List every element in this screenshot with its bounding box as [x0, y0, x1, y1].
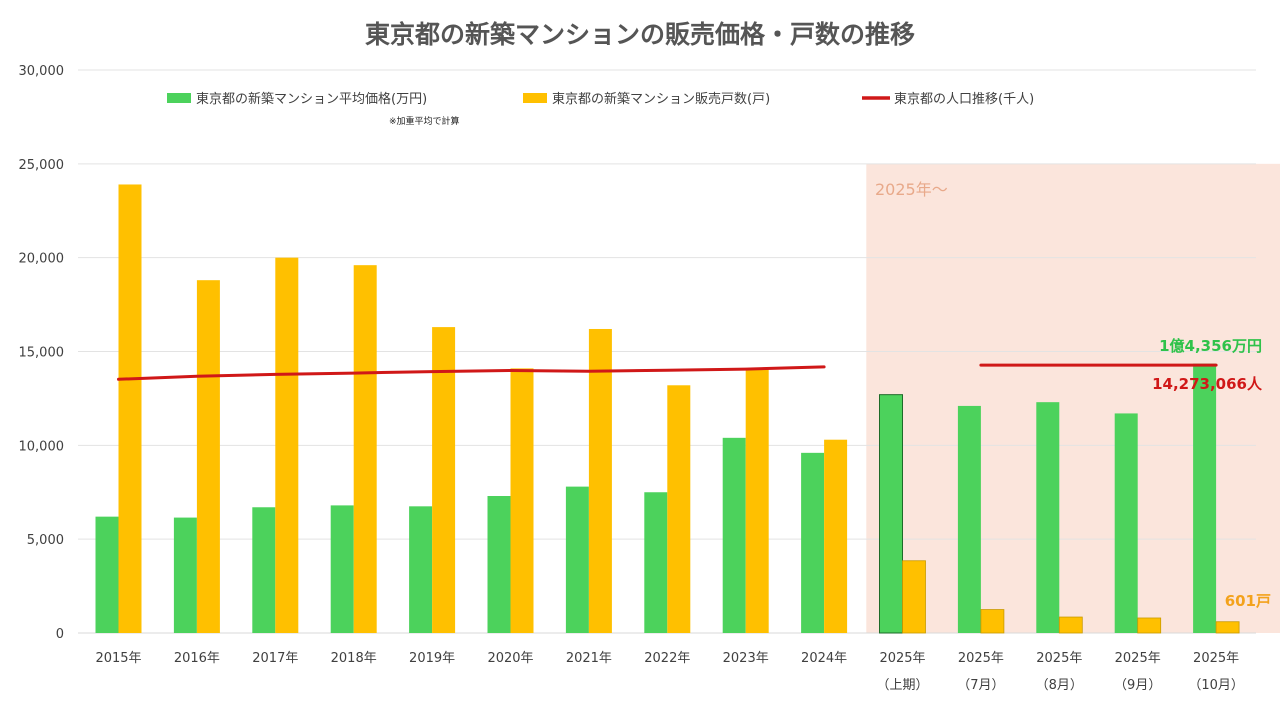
- bar-units: [588, 328, 612, 633]
- bar-price: [95, 516, 119, 633]
- x-tick-sublabel: （8月）: [1036, 678, 1083, 693]
- y-tick-label: 30,000: [19, 64, 65, 79]
- bar-price: [173, 517, 197, 633]
- y-tick-label: 25,000: [19, 158, 65, 173]
- x-tick-label: 2025年: [1036, 651, 1082, 666]
- bar-units: [1215, 621, 1240, 634]
- bar-price: [801, 452, 825, 633]
- y-tick-label: 20,000: [19, 252, 65, 267]
- x-tick-label: 2015年: [95, 651, 141, 666]
- bar-units: [196, 280, 220, 633]
- x-tick-label: 2025年: [879, 651, 925, 666]
- bar-price: [1114, 413, 1138, 633]
- bar-units: [1058, 616, 1083, 634]
- bar-units: [118, 184, 142, 633]
- x-tick-label: 2025年: [1115, 651, 1161, 666]
- legend-label-price: 東京都の新築マンション平均価格(万円): [196, 91, 427, 107]
- x-tick-label: 2023年: [723, 651, 769, 666]
- legend-swatch-units: [523, 93, 547, 103]
- legend-label-population: 東京都の人口推移(千人): [894, 91, 1034, 107]
- bar-price: [565, 486, 589, 633]
- x-tick-sublabel: （7月）: [957, 678, 1004, 693]
- bar-price: [1036, 402, 1060, 633]
- x-tick-sublabel: （10月）: [1188, 678, 1244, 693]
- y-tick-label: 5,000: [27, 533, 64, 548]
- region-label: 2025年～: [875, 180, 948, 199]
- bar-units: [510, 368, 534, 633]
- x-tick-label: 2024年: [801, 651, 847, 666]
- y-tick-label: 15,000: [19, 346, 65, 361]
- bar-price: [409, 506, 433, 633]
- y-axis: 0 5,000 10,000 15,000 20,000 25,000 30,000: [19, 64, 65, 642]
- legend-note: ※加重平均で計算: [389, 115, 460, 127]
- bar-units: [667, 385, 691, 633]
- x-tick-label: 2018年: [331, 651, 377, 666]
- x-tick-sublabel: （上期）: [876, 678, 928, 693]
- bar-units: [902, 560, 926, 634]
- forecast-region-background: [866, 163, 1280, 634]
- bar-units: [353, 265, 377, 633]
- annotation-population: 14,273,066人: [1152, 375, 1263, 393]
- chart-title: 東京都の新築マンションの販売価格・戸数の推移: [365, 20, 915, 49]
- bar-price: [1193, 363, 1217, 633]
- bar-units: [980, 609, 1005, 634]
- x-tick-label: 2016年: [174, 651, 220, 666]
- annotation-price: 1億4,356万円: [1159, 337, 1262, 355]
- y-tick-label: 0: [56, 627, 64, 642]
- x-tick-label: 2025年: [1193, 651, 1239, 666]
- bar-price: [644, 492, 668, 633]
- bar-units: [745, 368, 769, 633]
- x-tick-label: 2020年: [487, 651, 533, 666]
- bar-price: [252, 507, 276, 633]
- bars: [95, 184, 1240, 634]
- x-tick-label: 2022年: [644, 651, 690, 666]
- legend: 東京都の新築マンション平均価格(万円) 東京都の新築マンション販売戸数(戸) 東…: [167, 91, 1034, 127]
- bar-price: [879, 394, 903, 634]
- annotation-units: 601戸: [1225, 592, 1271, 610]
- bar-price: [722, 437, 746, 633]
- x-tick-label: 2017年: [252, 651, 298, 666]
- x-tick-label: 2025年: [958, 651, 1004, 666]
- population-line: [117, 365, 826, 381]
- population-lines: [117, 363, 1218, 381]
- x-tick-label: 2019年: [409, 651, 455, 666]
- bar-units: [1137, 617, 1162, 634]
- bar-units: [275, 257, 299, 633]
- y-tick-label: 10,000: [19, 439, 65, 454]
- legend-swatch-price: [167, 93, 191, 103]
- bar-price: [957, 405, 981, 633]
- legend-label-units: 東京都の新築マンション販売戸数(戸): [552, 91, 770, 107]
- bar-units: [432, 327, 456, 633]
- bar-units: [824, 439, 848, 633]
- x-tick-sublabel: （9月）: [1114, 678, 1161, 693]
- x-axis: 2015年 2016年 2017年 2018年 2019年 2020年 2021年 2022年…: [95, 651, 1243, 693]
- bar-price: [487, 496, 511, 633]
- bar-price: [330, 505, 354, 633]
- x-tick-label: 2021年: [566, 651, 612, 666]
